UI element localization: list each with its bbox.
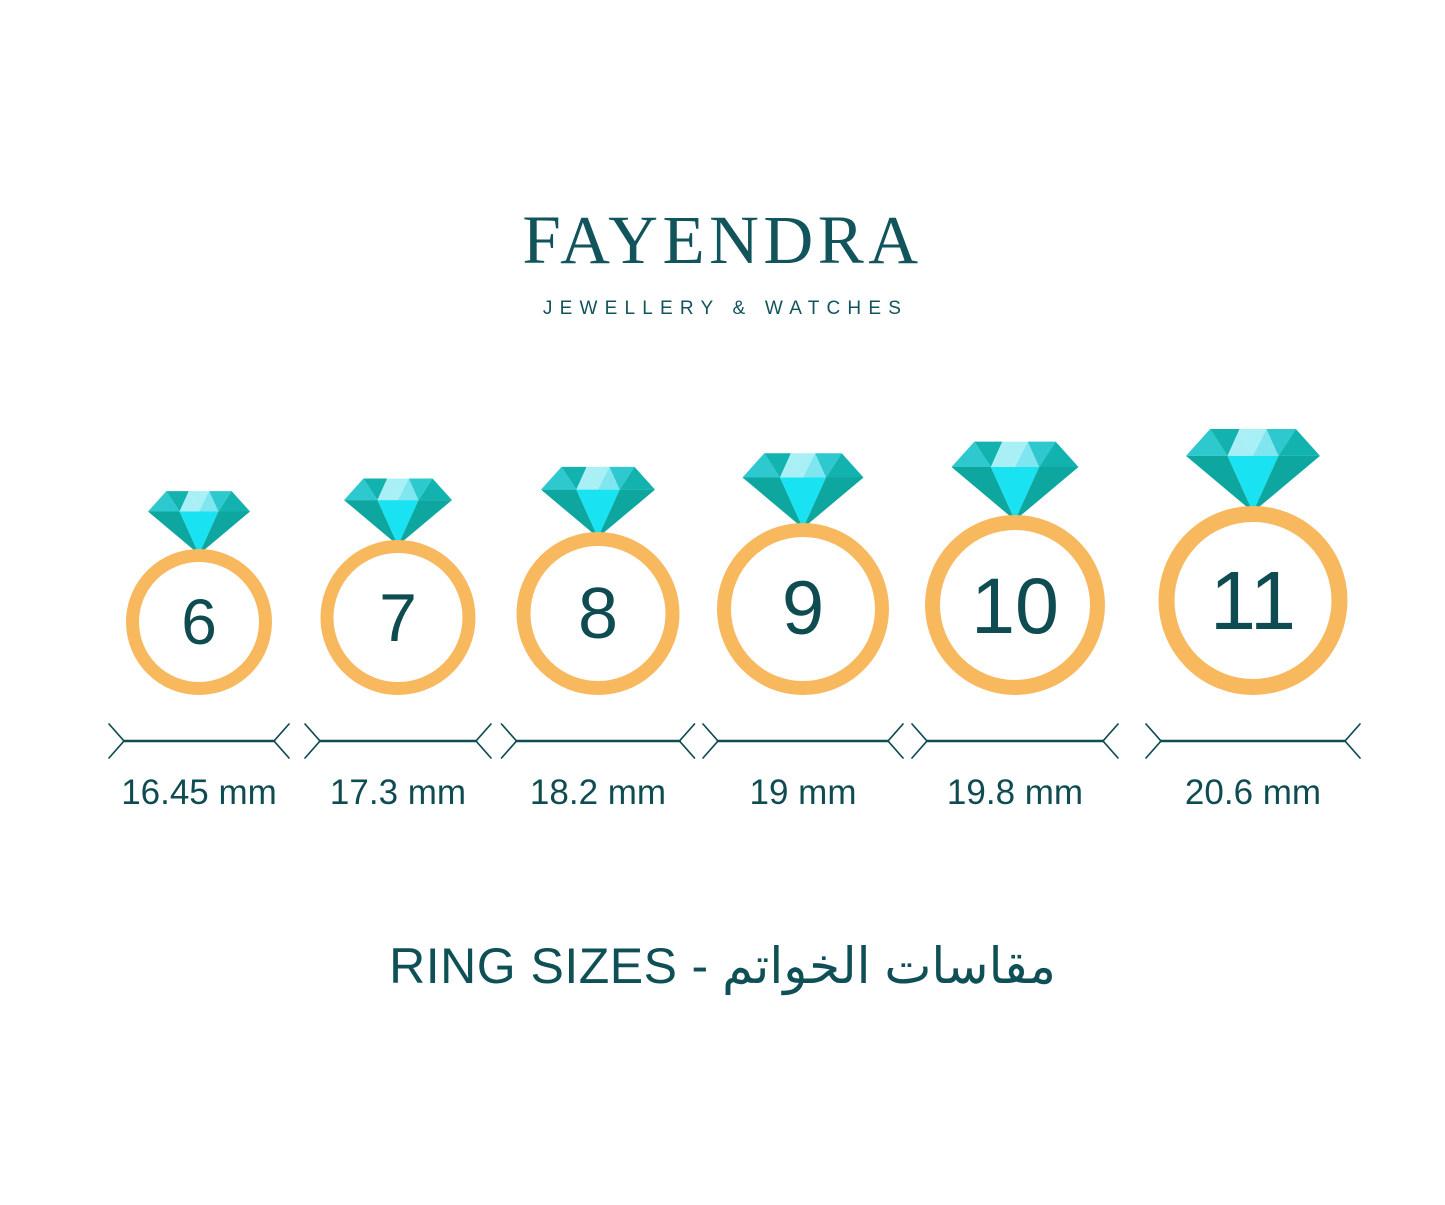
ring-size-number: 10 <box>971 560 1059 650</box>
ring-size-number: 7 <box>379 579 417 656</box>
ring-size-item: 9 <box>693 420 913 695</box>
ring-illustration: 8 <box>488 420 708 695</box>
page-title: RING SIZES - مقاسات الخواتم <box>0 938 1445 996</box>
ring-size-item: 7 <box>288 420 508 695</box>
diamond-icon <box>541 460 655 540</box>
measurement-label: 16.45 mm <box>121 773 277 812</box>
ring-size-item: 6 <box>89 420 309 695</box>
diamond-icon <box>742 446 864 531</box>
ring-size-item: 11 <box>1143 420 1363 695</box>
ring-measurement: 17.3 mm <box>288 721 508 810</box>
ring-size-number: 11 <box>1209 554 1297 647</box>
ring-size-number: 8 <box>577 573 619 654</box>
dimension-line <box>911 723 1119 759</box>
dimension-line <box>1145 723 1361 759</box>
brand-tagline: JEWELLERY & WATCHES <box>542 298 909 319</box>
measurement-label: 19 mm <box>749 773 857 812</box>
ring-illustration: 7 <box>288 420 508 695</box>
ring-band: 7 <box>320 540 476 695</box>
page-title-arabic: مقاسات الخواتم <box>722 938 1056 994</box>
ring-size-item: 8 <box>488 420 708 695</box>
brand-name: FAYENDRA <box>522 202 923 278</box>
ring-size-item: 10 <box>905 420 1125 695</box>
dimension-line <box>108 723 290 759</box>
diamond-icon <box>951 434 1079 523</box>
ring-measurement: 19.8 mm <box>905 721 1125 810</box>
measurement-label: 20.6 mm <box>1184 773 1322 812</box>
measurement-label: 17.3 mm <box>329 773 467 812</box>
diamond-icon <box>148 485 250 556</box>
ring-measurement: 19 mm <box>693 721 913 810</box>
ring-band: 11 <box>1158 506 1348 695</box>
ring-measurement: 16.45 mm <box>89 721 309 810</box>
dimension-line <box>500 723 696 759</box>
ring-size-row: 6 16.45 mm 7 17.3 mm 8 18.2 mm 9 19 mm 10 19.8 mm… <box>0 429 1445 810</box>
brand-header: FAYENDRA JEWELLERY & WATCHES <box>0 202 1445 319</box>
dimension-line <box>702 723 904 759</box>
ring-band: 6 <box>126 549 272 695</box>
dimension-line <box>304 723 492 759</box>
ring-illustration: 10 <box>905 420 1125 695</box>
ring-measurement: 20.6 mm <box>1143 721 1363 810</box>
ring-size-number: 6 <box>181 586 217 658</box>
page-title-separator: - <box>691 938 709 994</box>
ring-illustration: 6 <box>89 420 309 695</box>
page-title-english: RING SIZES <box>389 938 678 994</box>
ring-band: 9 <box>717 523 889 695</box>
ring-size-number: 9 <box>781 566 825 651</box>
diamond-icon <box>344 472 452 548</box>
ring-band: 8 <box>516 532 680 695</box>
ring-measurement: 18.2 mm <box>488 721 708 810</box>
measurement-label: 18.2 mm <box>529 773 667 812</box>
measurement-label: 19.8 mm <box>946 773 1084 812</box>
ring-band: 10 <box>925 515 1105 695</box>
ring-illustration: 11 <box>1143 420 1363 695</box>
diamond-icon <box>1186 421 1320 515</box>
ring-illustration: 9 <box>693 420 913 695</box>
